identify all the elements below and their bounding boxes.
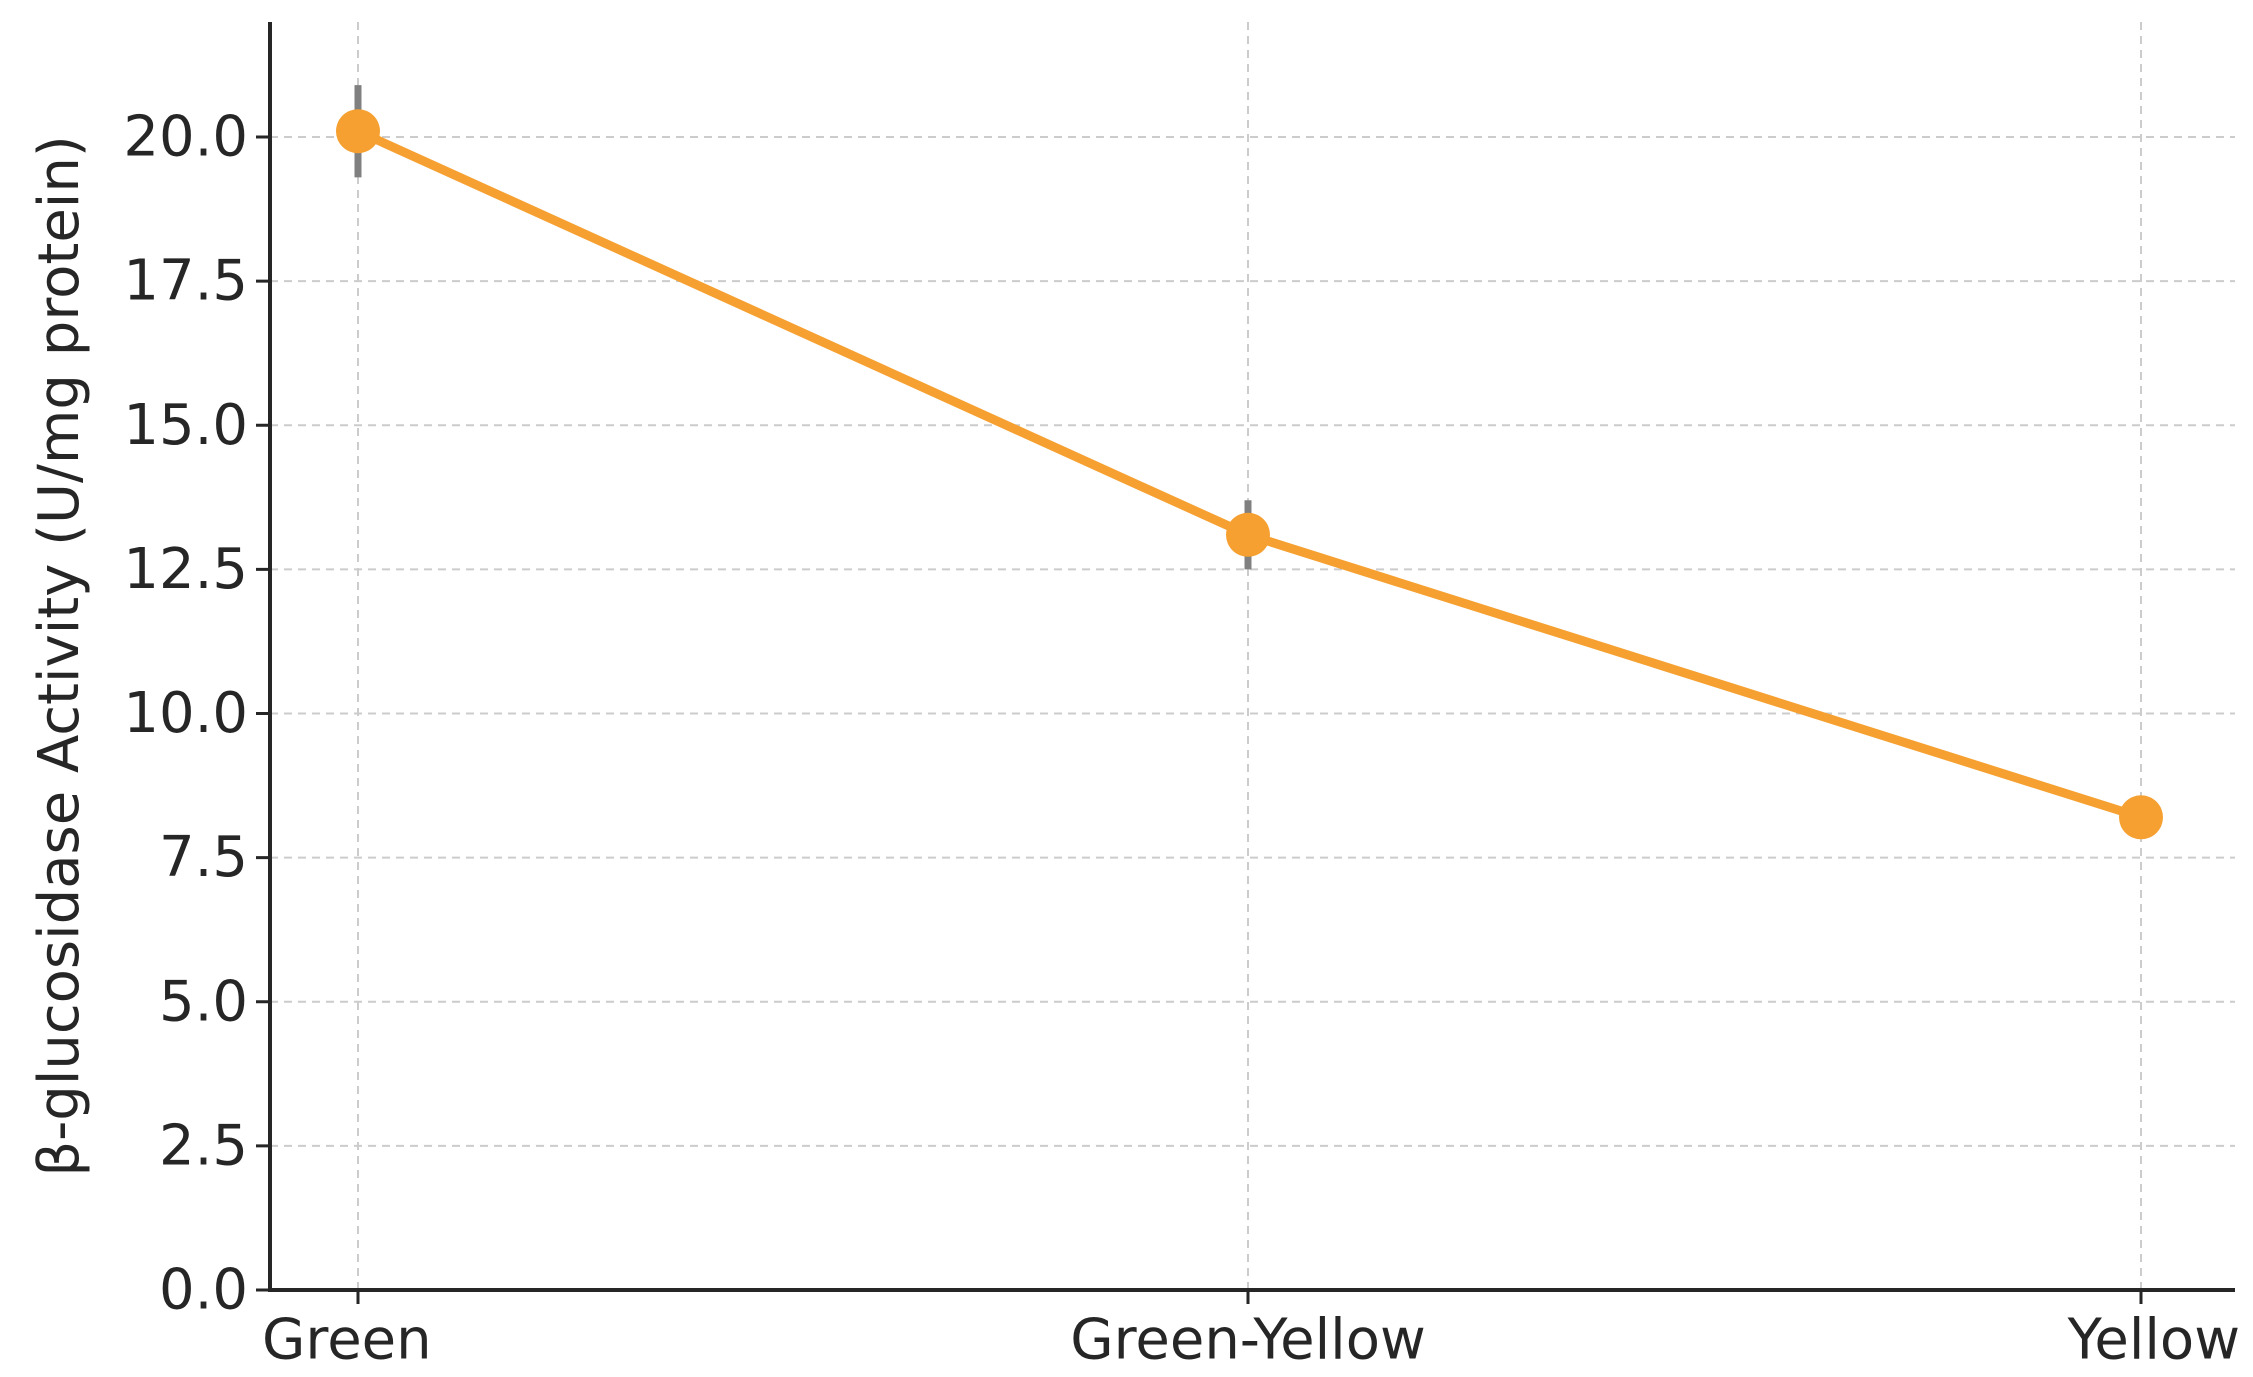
- x-tick-label: Green-Yellow: [1070, 1308, 1426, 1373]
- x-tick-label: Green: [262, 1308, 432, 1373]
- axes: [268, 22, 2235, 1292]
- y-tick-label: 5.0: [159, 969, 248, 1034]
- x-ticks: Green Green-Yellow Yellow: [262, 1290, 2240, 1373]
- x-tick-label: Yellow: [2067, 1308, 2240, 1373]
- y-tick-label: 10.0: [123, 681, 248, 746]
- y-tick-label: 12.5: [123, 537, 248, 602]
- series: [336, 85, 2163, 840]
- y-tick-label: 0.0: [159, 1258, 248, 1323]
- data-point: [2119, 795, 2163, 840]
- y-tick-label: 17.5: [123, 249, 248, 314]
- y-ticks: 0.0 2.5 5.0 7.5 10.0 12.5 15.0 17.5 20.0: [123, 105, 270, 1323]
- y-tick-label: 15.0: [123, 393, 248, 458]
- data-point: [1226, 512, 1270, 557]
- y-tick-label: 20.0: [123, 105, 248, 170]
- grid: [270, 22, 2235, 1291]
- y-axis-label: β-glucosidase Activity (U/mg protein): [27, 135, 92, 1176]
- y-tick-label: 2.5: [159, 1113, 248, 1178]
- y-tick-label: 7.5: [159, 825, 248, 890]
- data-point: [336, 109, 380, 154]
